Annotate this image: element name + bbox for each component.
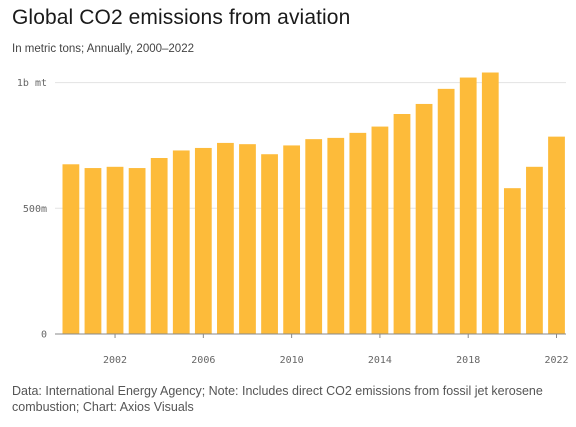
x-tick-label: 2014 bbox=[368, 355, 392, 366]
bar bbox=[526, 166, 543, 334]
bar bbox=[503, 188, 521, 334]
bar bbox=[217, 142, 234, 334]
bar bbox=[327, 137, 345, 334]
bar bbox=[106, 166, 124, 334]
bar bbox=[393, 114, 411, 334]
bar bbox=[437, 88, 455, 334]
x-tick-label: 2006 bbox=[191, 355, 215, 366]
x-tick-label: 2002 bbox=[103, 355, 127, 366]
bar bbox=[150, 158, 168, 334]
bar bbox=[349, 132, 367, 334]
bar bbox=[371, 126, 389, 334]
x-tick-label: 2010 bbox=[280, 355, 304, 366]
y-tick-label: 0 bbox=[41, 330, 47, 341]
bar bbox=[172, 150, 190, 334]
x-tick-label: 2022 bbox=[544, 355, 568, 366]
chart-subtitle: In metric tons; Annually, 2000–2022 bbox=[12, 43, 194, 55]
bar-chart: 0 500m 1b mt 2002 2006 2010 2014 2018 2022 bbox=[17, 72, 569, 366]
bar bbox=[261, 154, 278, 334]
bar bbox=[62, 164, 80, 334]
y-tick-label: 1b mt bbox=[17, 78, 47, 89]
bar bbox=[239, 144, 256, 334]
bar bbox=[283, 145, 301, 334]
y-tick-label: 500m bbox=[23, 204, 47, 215]
x-tick-label: 2018 bbox=[456, 355, 480, 366]
bar bbox=[415, 103, 433, 334]
bar bbox=[481, 72, 499, 334]
bar bbox=[305, 139, 323, 334]
bar bbox=[128, 168, 146, 334]
bar bbox=[548, 136, 565, 334]
chart-title: Global CO2 emissions from aviation bbox=[12, 6, 351, 29]
source-note: Data: International Energy Agency; Note:… bbox=[12, 384, 543, 414]
bar bbox=[459, 77, 477, 335]
bar bbox=[194, 147, 212, 334]
bar bbox=[84, 168, 102, 334]
